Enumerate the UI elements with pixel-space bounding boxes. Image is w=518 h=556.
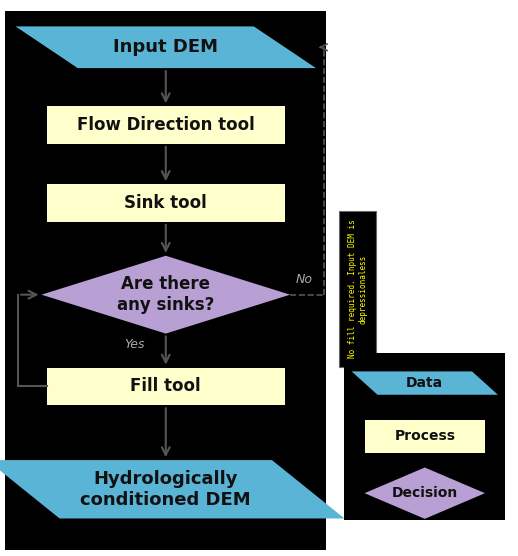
Text: No: No <box>295 274 312 286</box>
Bar <box>47 184 285 222</box>
Bar <box>47 368 285 405</box>
Text: Yes: Yes <box>124 339 145 351</box>
Text: Process: Process <box>394 429 455 444</box>
Text: No fill required. Input DEM is
depressionaless: No fill required. Input DEM is depressio… <box>348 220 367 359</box>
Polygon shape <box>16 27 316 68</box>
Text: Fill tool: Fill tool <box>131 378 201 395</box>
Text: Input DEM: Input DEM <box>113 38 218 56</box>
Polygon shape <box>0 460 344 518</box>
Polygon shape <box>365 468 485 519</box>
Text: Hydrologically
conditioned DEM: Hydrologically conditioned DEM <box>80 470 251 509</box>
Polygon shape <box>41 256 290 334</box>
Polygon shape <box>352 371 498 395</box>
Text: Data: Data <box>406 376 443 390</box>
Bar <box>344 353 505 520</box>
Text: Flow Direction tool: Flow Direction tool <box>77 116 255 134</box>
Bar <box>5 11 326 550</box>
Bar <box>339 211 376 367</box>
Text: Are there
any sinks?: Are there any sinks? <box>117 275 214 314</box>
Text: Decision: Decision <box>392 486 458 500</box>
Text: Sink tool: Sink tool <box>124 194 207 212</box>
Bar <box>365 420 485 453</box>
Bar <box>47 106 285 144</box>
